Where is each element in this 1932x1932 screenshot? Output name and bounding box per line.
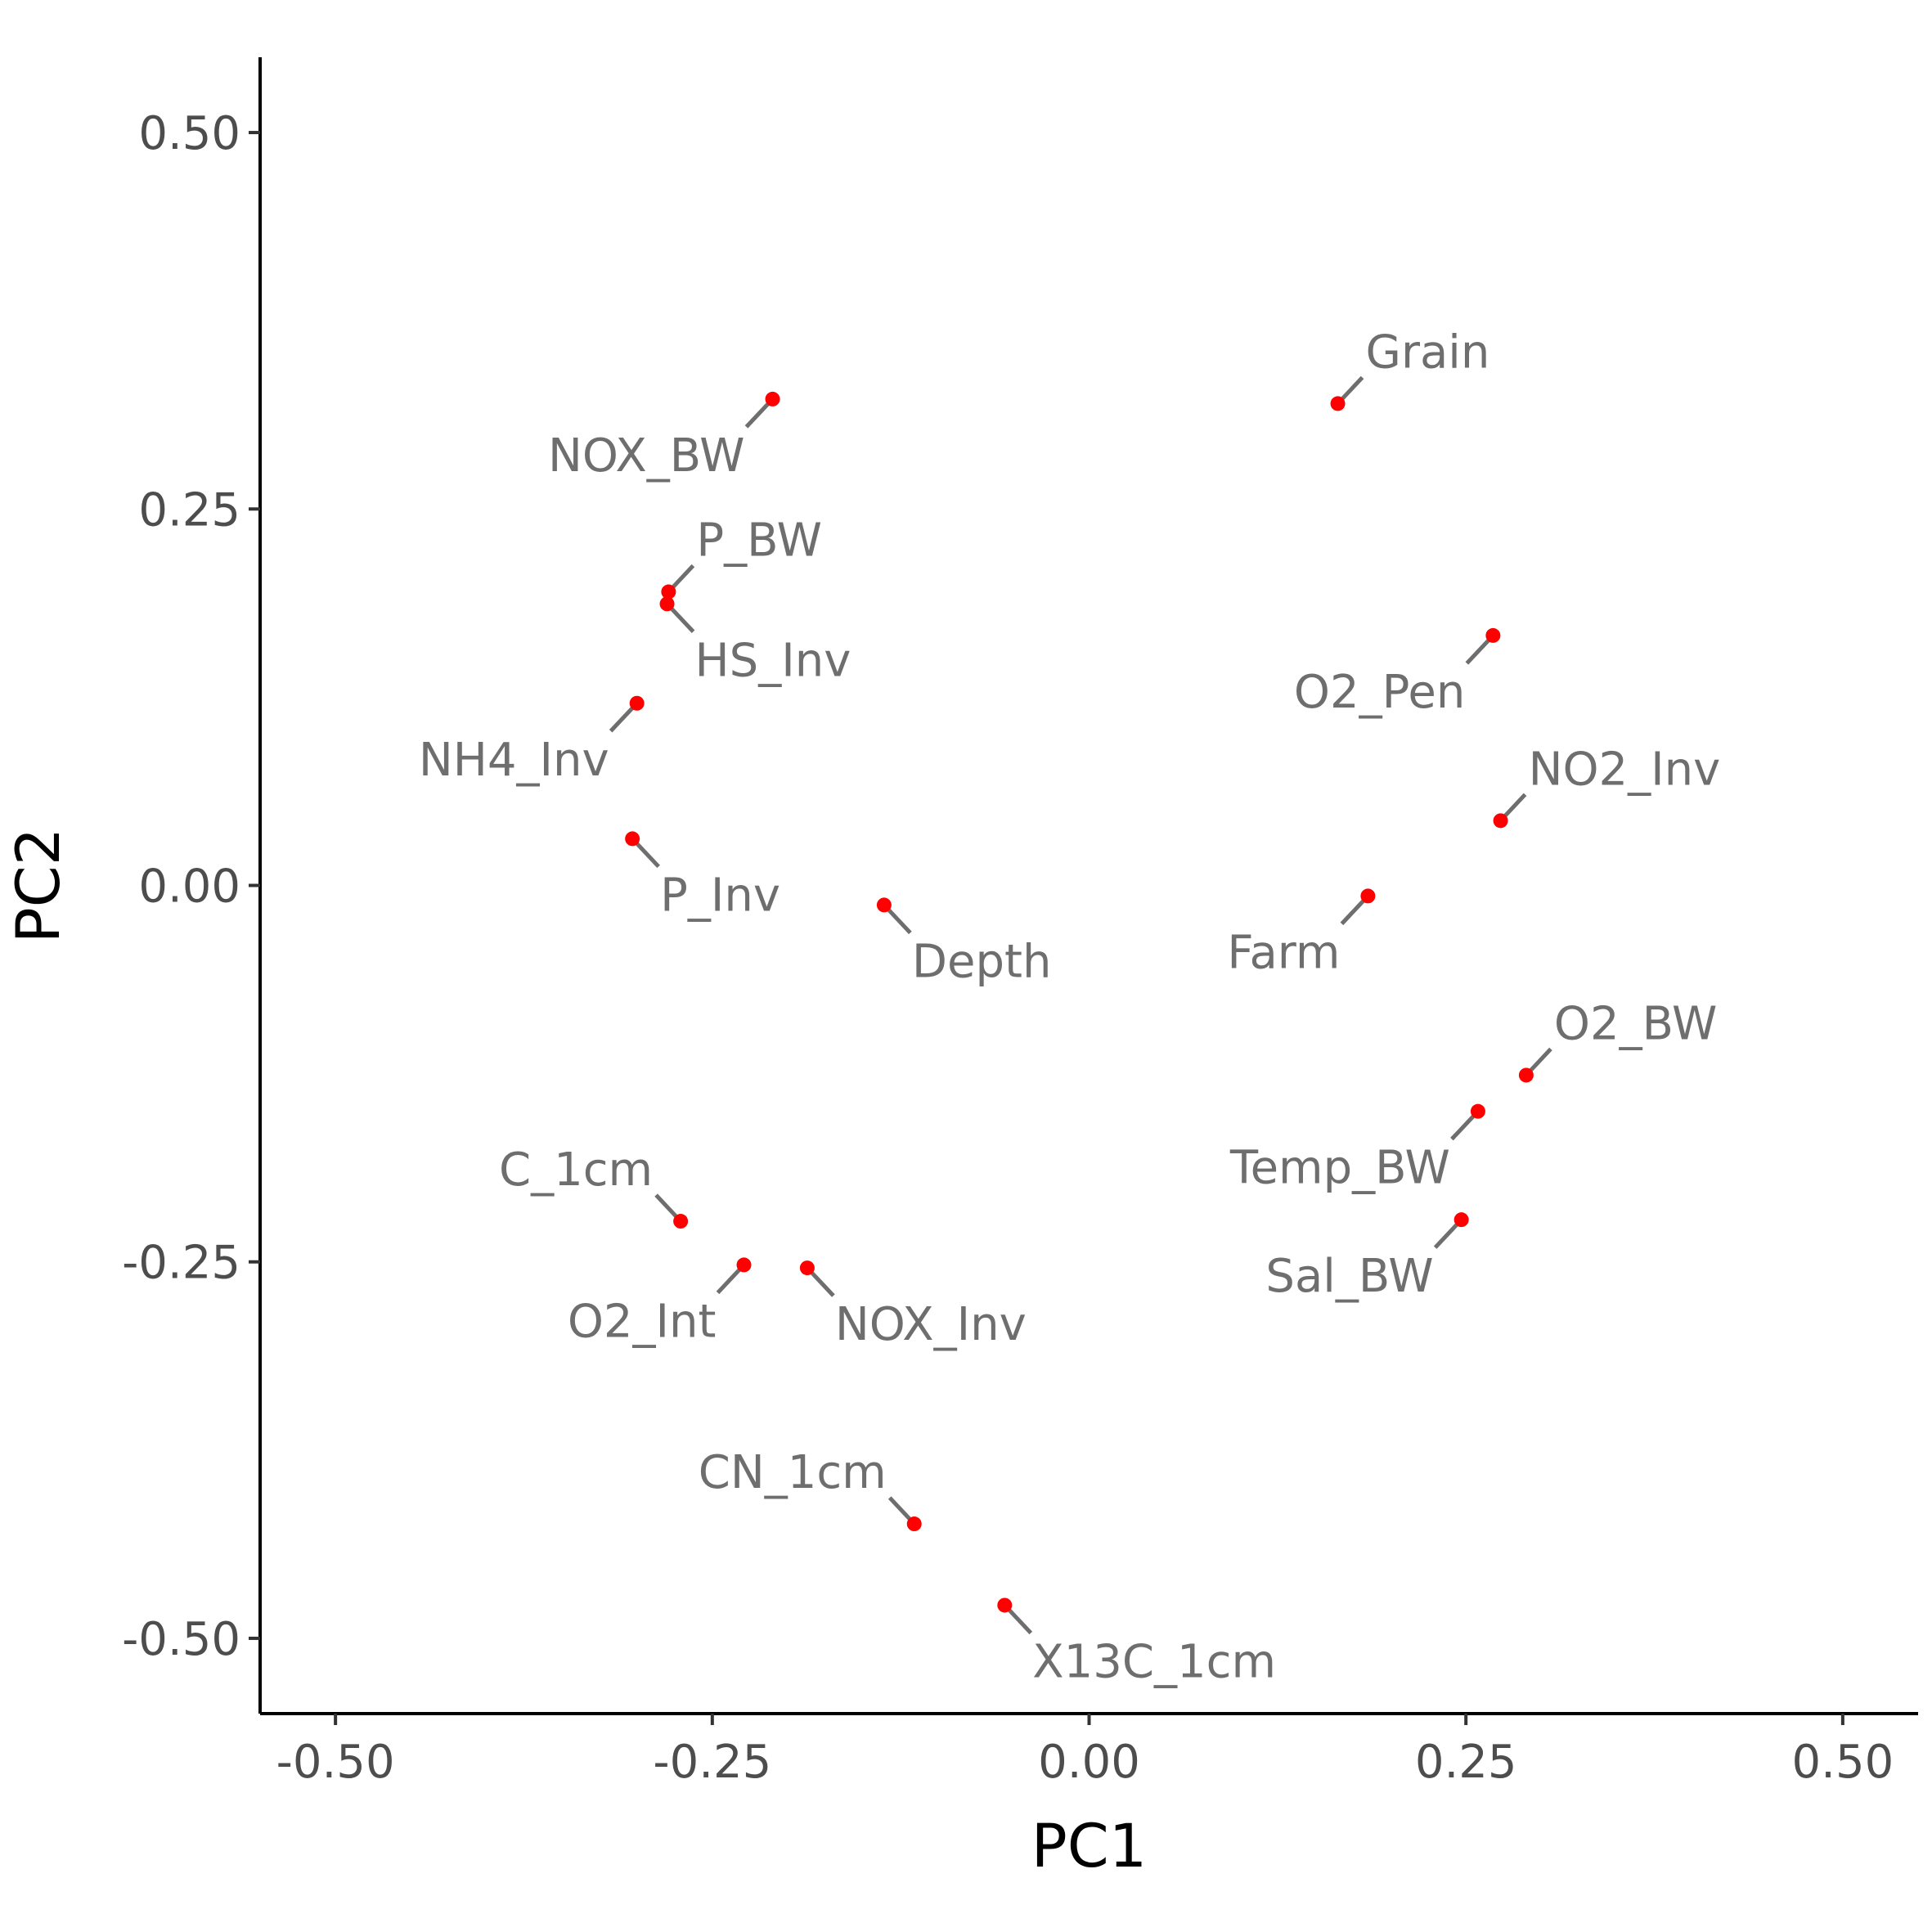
point-label: NH4_Inv: [419, 734, 609, 787]
data-point: [1493, 813, 1508, 829]
point-label: Farm: [1227, 926, 1340, 979]
data-point: [1360, 888, 1376, 904]
data-point: [736, 1257, 752, 1273]
point-label: P_BW: [696, 514, 822, 568]
y-axis-title: PC2: [4, 828, 74, 943]
axes: -0.50 -0.25 0.00 0.25 0.50 -0.50 -0.25 0.00 0.2…: [122, 57, 1918, 1789]
x-tick-label: -0.50: [276, 1736, 395, 1789]
point-label: NOX_BW: [548, 429, 745, 483]
point-label: Temp_BW: [1229, 1142, 1450, 1195]
data-point: [673, 1214, 689, 1229]
data-point: [1453, 1212, 1469, 1228]
data-point: [997, 1597, 1013, 1613]
point-label: C_1cm: [499, 1143, 653, 1197]
point-label: O2_BW: [1554, 997, 1718, 1050]
point-label: Sal_BW: [1265, 1250, 1433, 1303]
data-point: [906, 1516, 922, 1532]
x-axis-ticks: -0.50 -0.25 0.00 0.25 0.50: [276, 1714, 1894, 1789]
x-tick-label: 0.50: [1792, 1736, 1894, 1789]
point-label: Depth: [912, 935, 1052, 988]
data-point: [799, 1260, 815, 1276]
data-point: [1330, 396, 1346, 411]
data-point: [659, 596, 675, 612]
y-tick-label: -0.50: [122, 1613, 240, 1666]
data-point: [765, 391, 780, 407]
data-point: [661, 584, 676, 600]
x-tick-label: 0.25: [1415, 1736, 1517, 1789]
data-points: [625, 391, 1534, 1613]
point-label: X13C_1cm: [1032, 1635, 1276, 1688]
point-label: NOX_Inv: [835, 1298, 1027, 1351]
point-label: CN_1cm: [699, 1446, 887, 1499]
y-tick-label: 0.25: [138, 483, 240, 537]
point-label: HS_Inv: [695, 634, 851, 687]
y-tick-label: -0.25: [122, 1237, 240, 1290]
data-point: [629, 695, 645, 711]
x-tick-label: -0.25: [653, 1736, 771, 1789]
y-tick-label: 0.00: [138, 860, 240, 914]
point-label: P_Inv: [660, 869, 780, 922]
y-tick-label: 0.50: [138, 107, 240, 160]
data-point: [1485, 627, 1501, 643]
x-tick-label: 0.00: [1038, 1736, 1140, 1789]
point-label: O2_Pen: [1294, 666, 1465, 719]
point-labels: Grain NOX_BW P_BW HS_Inv O2_Pen NH4_Inv NO2_In…: [419, 326, 1720, 1688]
data-point: [876, 897, 892, 913]
point-label: O2_Int: [568, 1295, 717, 1348]
y-axis-ticks: -0.50 -0.25 0.00 0.25 0.50: [122, 107, 260, 1666]
point-label: NO2_Inv: [1529, 743, 1721, 796]
data-point: [1470, 1103, 1485, 1119]
x-axis-title: PC1: [1031, 1812, 1147, 1881]
data-point: [625, 831, 640, 847]
point-label: Grain: [1366, 326, 1490, 379]
data-point: [1518, 1067, 1534, 1083]
